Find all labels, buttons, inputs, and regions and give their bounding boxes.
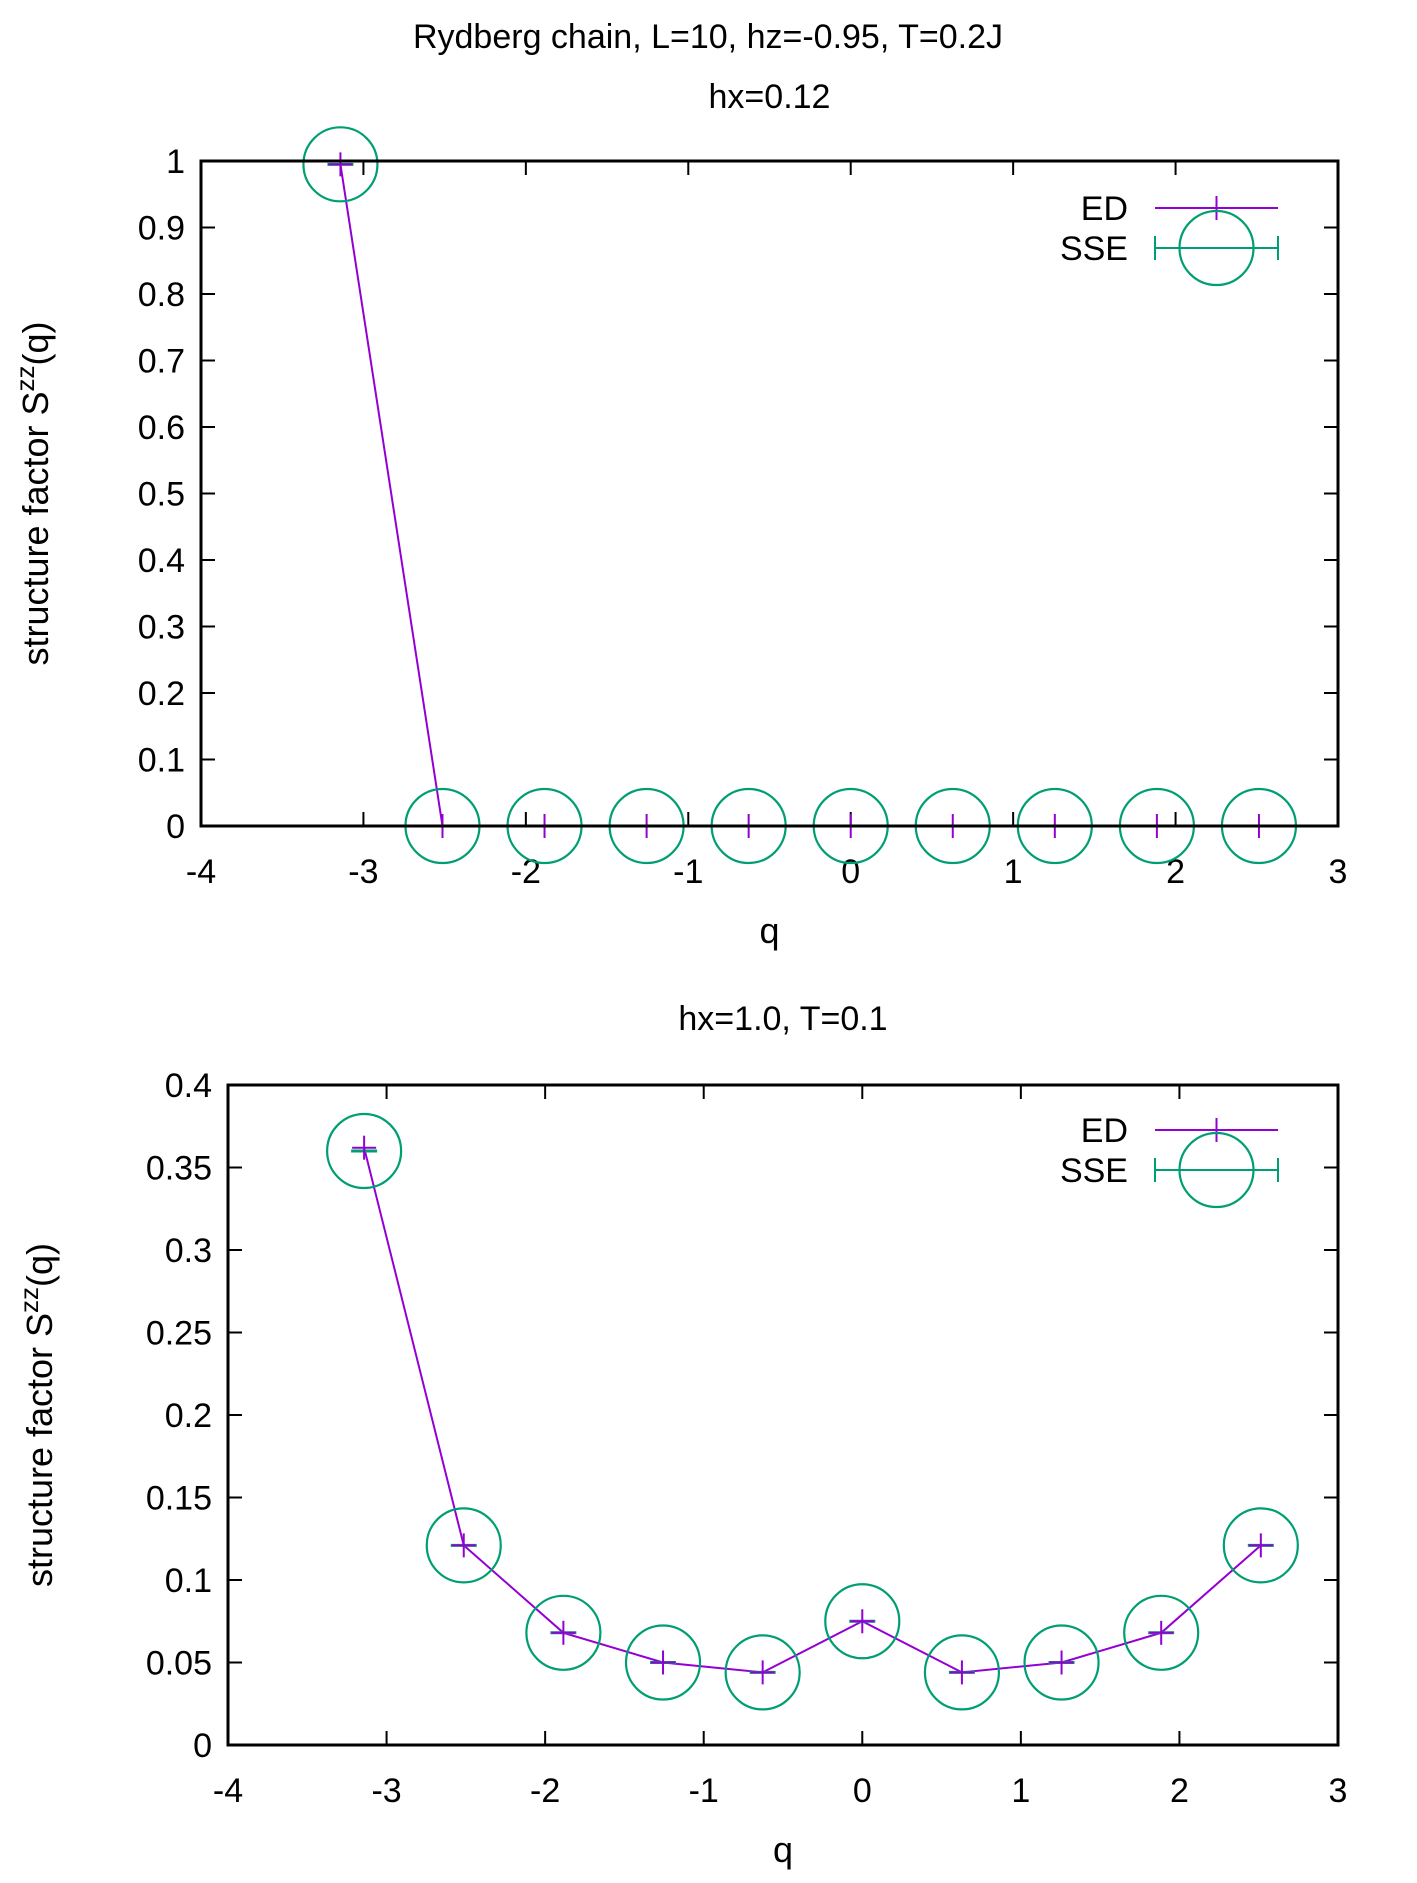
chart-bottom-panel: hx=1.0, T=0.1 -4 -3 -2 -1 0 1 2 3 0 0.05 0.1 0.15 0.2… — [14, 1000, 1347, 1870]
x-tick-label: -4 — [186, 853, 216, 891]
x-tick-label: 1 — [1004, 853, 1023, 891]
x-tick-label: -2 — [530, 1772, 560, 1810]
sse-point — [425, 1507, 502, 1584]
sse-point — [1222, 1507, 1299, 1584]
x-tick-label: 3 — [1329, 853, 1348, 891]
y-axis-label-superscript: zz — [10, 365, 40, 391]
chart-title: hx=0.12 — [709, 78, 831, 116]
legend-label-ed: ED — [1081, 190, 1128, 228]
y-tick-label: 0.9 — [138, 210, 185, 248]
legend-swatch-sse-circle — [1178, 1131, 1255, 1209]
y-axis-label-main: structure factor S — [15, 391, 56, 665]
y-tick-label: 0 — [193, 1727, 212, 1765]
x-tick-label: 2 — [1166, 853, 1185, 891]
y-tick-label: 0.4 — [138, 542, 185, 580]
plot-frame — [226, 1083, 1340, 1747]
chart-title: hx=1.0, T=0.1 — [678, 1000, 887, 1038]
sse-point — [1023, 1624, 1100, 1701]
y-axis-label: structure factor Szz(q) — [14, 1243, 60, 1587]
x-tick-label: -2 — [511, 853, 541, 891]
y-axis-label-tail: (q) — [15, 321, 56, 365]
sse-point — [1123, 1594, 1200, 1671]
x-tick-label: -3 — [348, 853, 378, 891]
y-tick-label: 0.2 — [165, 1397, 212, 1435]
x-axis-label: q — [759, 910, 779, 951]
legend-label-sse: SSE — [1060, 230, 1128, 268]
y-tick-label: 0.7 — [138, 343, 185, 381]
y-tick-label: 1 — [166, 143, 185, 181]
x-tick-label: -3 — [371, 1772, 401, 1810]
y-tick-label: 0.1 — [138, 742, 185, 780]
y-tick-label: 0 — [166, 808, 185, 846]
y-tick-label: 0.4 — [165, 1067, 212, 1105]
x-tick-label: 0 — [853, 1772, 872, 1810]
sse-point — [824, 1583, 901, 1660]
sse-point — [624, 1624, 702, 1701]
y-tick-label: 0.8 — [138, 276, 185, 314]
ed-series-line — [363, 1147, 1262, 1674]
x-tick-label: -4 — [213, 1772, 243, 1810]
y-tick-label: 0.1 — [165, 1562, 212, 1600]
x-tick-label: 0 — [841, 853, 860, 891]
sse-point — [724, 1634, 801, 1711]
x-tick-label: -1 — [689, 1772, 719, 1810]
y-tick-label: 0.5 — [138, 476, 185, 514]
y-tick-label: 0.25 — [146, 1315, 212, 1353]
y-axis-label: structure factor Szz(q) — [10, 321, 56, 665]
y-tick-label: 0.3 — [165, 1232, 212, 1270]
x-tick-label: 2 — [1170, 1772, 1189, 1810]
figure-suptitle: Rydberg chain, L=10, hz=-0.95, T=0.2J — [413, 18, 1003, 56]
x-tick-label: 3 — [1329, 1772, 1348, 1810]
legend-label-sse: SSE — [1060, 1152, 1128, 1190]
y-axis-label-main: structure factor S — [19, 1313, 60, 1587]
y-tick-label: 0.6 — [138, 409, 185, 447]
y-tick-label: 0.2 — [138, 675, 185, 713]
legend-swatch-sse-circle — [1178, 209, 1255, 287]
y-axis-label-superscript: zz — [14, 1287, 44, 1313]
y-tick-label: 0.15 — [146, 1480, 212, 1518]
y-tick-label: 0.35 — [146, 1150, 212, 1188]
legend-label-ed: ED — [1081, 1112, 1128, 1150]
y-tick-label: 0.05 — [146, 1645, 212, 1683]
x-tick-label: -1 — [673, 853, 703, 891]
sse-point — [525, 1594, 602, 1671]
plot-frame — [199, 159, 1340, 828]
sse-point — [923, 1634, 1001, 1711]
sse-point — [302, 126, 379, 203]
x-tick-label: 1 — [1011, 1772, 1030, 1810]
x-axis-label: q — [773, 1829, 793, 1870]
y-tick-label: 0.3 — [138, 609, 185, 647]
sse-point — [326, 1112, 403, 1190]
chart-top-panel: hx=0.12 -4 -3 -2 -1 0 1 2 3 0 0.1 0.2 0.3 0.4 0.5 0.6 0.… — [10, 78, 1347, 951]
y-axis-label-tail: (q) — [19, 1243, 60, 1287]
